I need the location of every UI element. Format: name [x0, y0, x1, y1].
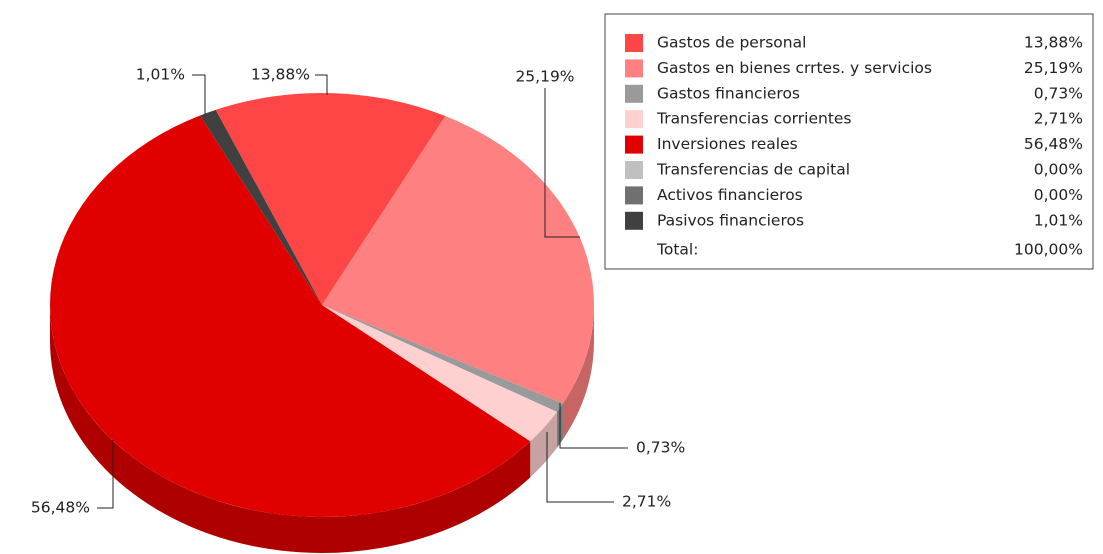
slice	[322, 305, 557, 442]
data-label: 0,73%	[636, 439, 685, 457]
legend-value: 2,71%	[1034, 110, 1083, 128]
legend-value: 25,19%	[1024, 59, 1083, 77]
total-value: 100,00%	[1014, 241, 1083, 259]
legend-swatch	[625, 110, 643, 129]
slice-side	[50, 305, 531, 553]
total-label: Total:	[656, 241, 698, 259]
legend-value: 0,00%	[1034, 161, 1083, 179]
legend-label: Inversiones reales	[657, 135, 798, 153]
slice	[322, 116, 594, 404]
legend-label: Gastos de personal	[657, 34, 806, 52]
data-label: 13,88%	[251, 66, 310, 84]
legend-swatch	[625, 161, 643, 179]
slice	[215, 93, 446, 305]
legend-value: 1,01%	[1034, 211, 1083, 229]
legend-label: Gastos financieros	[657, 84, 800, 102]
slice-side	[530, 411, 557, 478]
legend-label: Transferencias corrientes	[656, 110, 852, 128]
data-label: 56,48%	[31, 499, 90, 517]
data-label: 2,71%	[622, 493, 671, 511]
slice	[200, 109, 322, 306]
leader-line	[315, 74, 328, 95]
legend-swatch	[625, 186, 643, 205]
legend-label: Activos financieros	[657, 186, 803, 204]
legend-value: 0,00%	[1034, 186, 1083, 204]
data-label: 1,01%	[136, 66, 185, 84]
leader-line	[546, 432, 614, 503]
legend-swatch	[625, 135, 643, 154]
legend-value: 0,73%	[1034, 84, 1083, 102]
legend-value: 13,88%	[1024, 34, 1083, 52]
legend-label: Pasivos financieros	[657, 211, 804, 229]
legend-value: 56,48%	[1024, 135, 1083, 153]
legend-label: Transferencias de capital	[656, 161, 850, 179]
legend-box	[604, 13, 1094, 270]
leader-line	[544, 88, 580, 238]
legend-swatch	[625, 59, 643, 78]
legend-swatch	[625, 84, 643, 103]
leader-line	[192, 74, 206, 115]
leader-line	[559, 403, 628, 449]
slice	[322, 305, 563, 412]
pie	[50, 93, 594, 553]
leader-line	[97, 440, 114, 509]
legend-swatch	[625, 211, 643, 230]
legend-label: Gastos en bienes crrtes. y servicios	[657, 59, 932, 77]
slice	[50, 115, 531, 517]
data-label: 25,19%	[515, 68, 574, 86]
slice-side	[562, 305, 594, 440]
legend-swatch	[625, 34, 643, 52]
